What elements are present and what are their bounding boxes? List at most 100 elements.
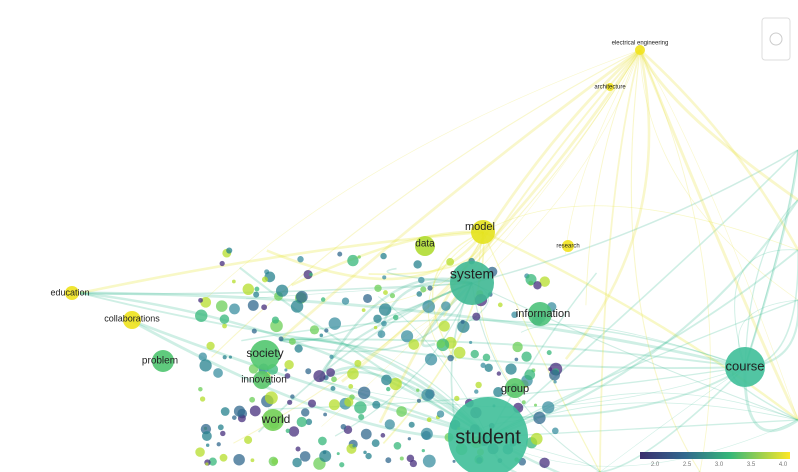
minor-node [460, 319, 465, 324]
minor-node [539, 276, 550, 287]
node[interactable] [528, 302, 552, 326]
node[interactable] [123, 311, 141, 329]
minor-node [242, 283, 255, 295]
node-label: society [246, 346, 283, 360]
minor-node [329, 354, 334, 360]
edge [638, 49, 798, 202]
minor-node [296, 416, 307, 428]
minor-node [418, 276, 425, 284]
node[interactable] [562, 240, 574, 252]
minor-node [452, 459, 456, 463]
node[interactable] [415, 236, 435, 256]
edge [639, 49, 798, 421]
minor-node [436, 339, 446, 349]
edge [743, 149, 798, 368]
minor-node [284, 368, 288, 372]
node[interactable] [65, 286, 79, 300]
edge [341, 49, 642, 383]
minor-node [514, 357, 519, 362]
minor-node [198, 352, 208, 361]
minor-node [551, 427, 559, 435]
minor-node [363, 293, 373, 303]
minor-node [371, 439, 380, 448]
node[interactable] [725, 347, 765, 387]
minor-node [288, 426, 300, 437]
node[interactable] [635, 45, 645, 55]
minor-node [548, 367, 553, 372]
node[interactable] [262, 409, 284, 431]
node[interactable] [471, 220, 495, 244]
edge [378, 48, 641, 424]
minor-node [381, 374, 392, 386]
minor-node [261, 304, 268, 311]
minor-node [475, 381, 482, 389]
minor-node [219, 453, 228, 462]
node[interactable] [250, 340, 280, 370]
minor-node [424, 353, 438, 366]
minor-node [198, 297, 203, 303]
minor-node [408, 339, 420, 350]
minor-node [400, 330, 414, 343]
minor-node [284, 373, 291, 379]
edge [482, 230, 798, 421]
edge [630, 49, 701, 472]
node-label: education [50, 287, 89, 297]
minor-node [389, 377, 402, 391]
node-label: model [465, 221, 495, 233]
legend-tick: 2.0 [651, 462, 660, 468]
minor-node [285, 428, 290, 433]
node[interactable] [606, 83, 614, 91]
edge [599, 49, 641, 472]
node[interactable] [448, 397, 528, 472]
minor-node [493, 386, 504, 398]
edge [585, 49, 641, 306]
minor-node [205, 443, 210, 447]
minor-node [534, 403, 538, 407]
minor-node [470, 349, 479, 359]
minor-node [336, 452, 340, 456]
edge [638, 49, 798, 421]
edge [639, 49, 798, 301]
minor-node [381, 320, 387, 327]
node[interactable] [152, 350, 174, 372]
minor-node [195, 447, 205, 457]
minor-node [199, 396, 206, 402]
minor-node [337, 251, 343, 257]
minor-node [546, 350, 552, 356]
minor-node [228, 355, 232, 359]
node-label: problem [142, 356, 178, 367]
minor-node [261, 276, 268, 283]
minor-node [195, 309, 208, 322]
edge [279, 282, 473, 353]
minor-node [525, 274, 537, 286]
minor-node [357, 255, 361, 259]
minor-node [354, 401, 367, 414]
minor-node [530, 432, 543, 445]
node-label: world [261, 412, 291, 426]
node[interactable] [505, 378, 525, 398]
minor-node [363, 450, 367, 455]
minor-node [354, 359, 362, 367]
minor-node [438, 320, 450, 332]
minor-node [287, 399, 293, 405]
nodes: student course system society problem wo… [50, 41, 765, 472]
minor-node [385, 457, 392, 464]
node[interactable] [450, 261, 494, 305]
edge [471, 149, 798, 284]
minor-node [553, 380, 557, 384]
minor-node [213, 368, 223, 378]
node[interactable] [253, 371, 271, 389]
edge [599, 366, 746, 472]
minor-node [200, 296, 212, 308]
edge [334, 282, 473, 437]
edge [487, 149, 798, 438]
zoom-control[interactable] [761, 17, 791, 61]
minor-node [360, 428, 372, 440]
edge [318, 281, 473, 381]
node-label: research [556, 244, 579, 250]
edge [487, 392, 798, 438]
minor-node [215, 300, 228, 312]
edge [319, 366, 746, 408]
minor-node [472, 312, 481, 321]
minor-node [533, 411, 546, 424]
